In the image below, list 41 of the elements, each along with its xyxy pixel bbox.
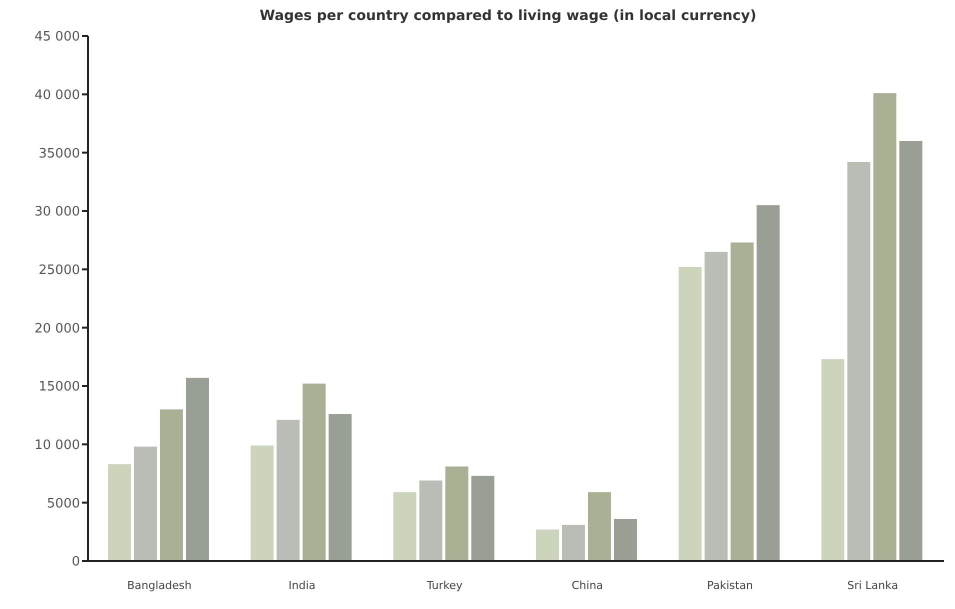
bar (614, 519, 637, 561)
y-tick-label: 5000 (46, 496, 80, 512)
bar (730, 242, 754, 561)
y-tick-label: 35000 (38, 146, 80, 162)
bar (678, 267, 702, 561)
x-tick-label: Pakistan (706, 578, 754, 592)
bar (588, 492, 611, 561)
x-tick-label: Bangladesh (127, 578, 192, 592)
y-tick-label: 0 (72, 554, 80, 570)
bar (328, 414, 352, 561)
y-tick-label: 40 000 (34, 88, 80, 103)
x-tick-label: China (572, 578, 604, 592)
y-tick-label: 20 000 (34, 321, 80, 336)
bar (250, 446, 274, 561)
bar (562, 524, 585, 561)
bar (186, 378, 209, 561)
bar (108, 464, 131, 561)
y-tick-label: 25000 (38, 262, 80, 278)
bar (134, 446, 157, 561)
bar (899, 141, 922, 561)
bar (160, 409, 183, 561)
y-tick-label: 15000 (38, 380, 80, 395)
x-tick-label: India (288, 578, 316, 592)
bar (873, 93, 896, 561)
bar (756, 205, 780, 561)
y-tick-label: 45 000 (34, 30, 80, 45)
bar (276, 420, 300, 561)
bar (471, 476, 494, 561)
chart-title: Wages per country compared to living wage (in local currency) (258, 8, 758, 26)
bar (821, 359, 844, 561)
bar (536, 530, 559, 561)
x-tick-label: Sri Lanka (847, 578, 898, 592)
bar (393, 492, 416, 561)
bar (847, 162, 870, 561)
y-tick-label: 30 000 (34, 204, 80, 220)
y-tick-label: 10 000 (34, 438, 80, 453)
bar (445, 466, 468, 561)
bar (419, 480, 442, 561)
bar (704, 252, 728, 561)
bar (302, 384, 326, 561)
x-tick-label: Turkey (426, 578, 464, 592)
